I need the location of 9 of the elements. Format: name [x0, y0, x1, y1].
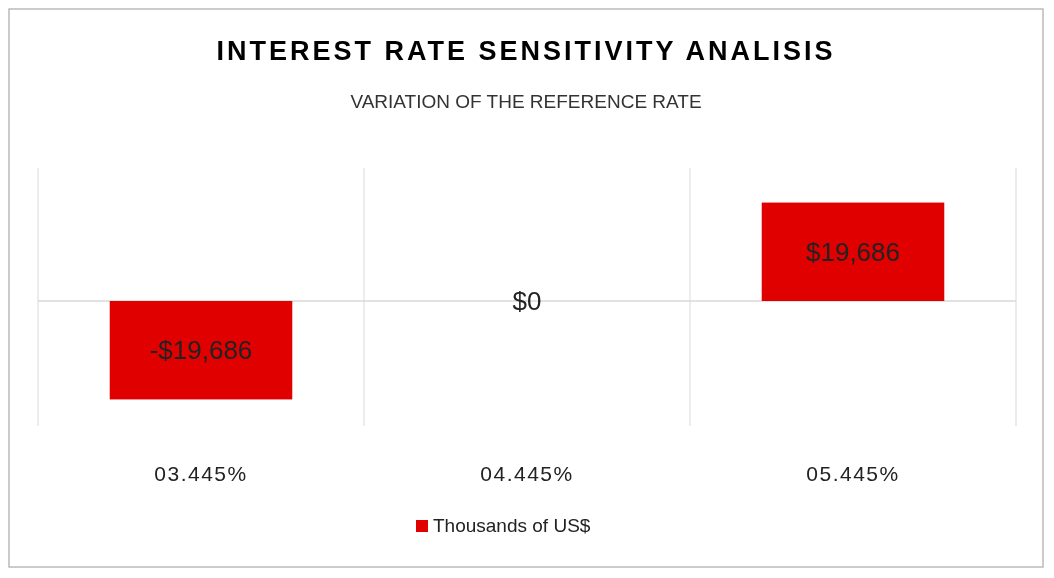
data-label: $19,686	[806, 236, 900, 267]
legend-label: Thousands of US$	[433, 515, 591, 536]
x-tick-label: 03.445%	[154, 462, 248, 485]
data-label: $0	[512, 286, 542, 316]
x-tick-label: 04.445%	[480, 462, 574, 485]
x-tick-label: 05.445%	[806, 462, 900, 485]
chart-title: INTEREST RATE SENSITIVITY ANALISIS	[216, 36, 836, 66]
chart-subtitle: VARIATION OF THE REFERENCE RATE	[350, 91, 702, 112]
data-label: -$19,686	[149, 335, 253, 366]
